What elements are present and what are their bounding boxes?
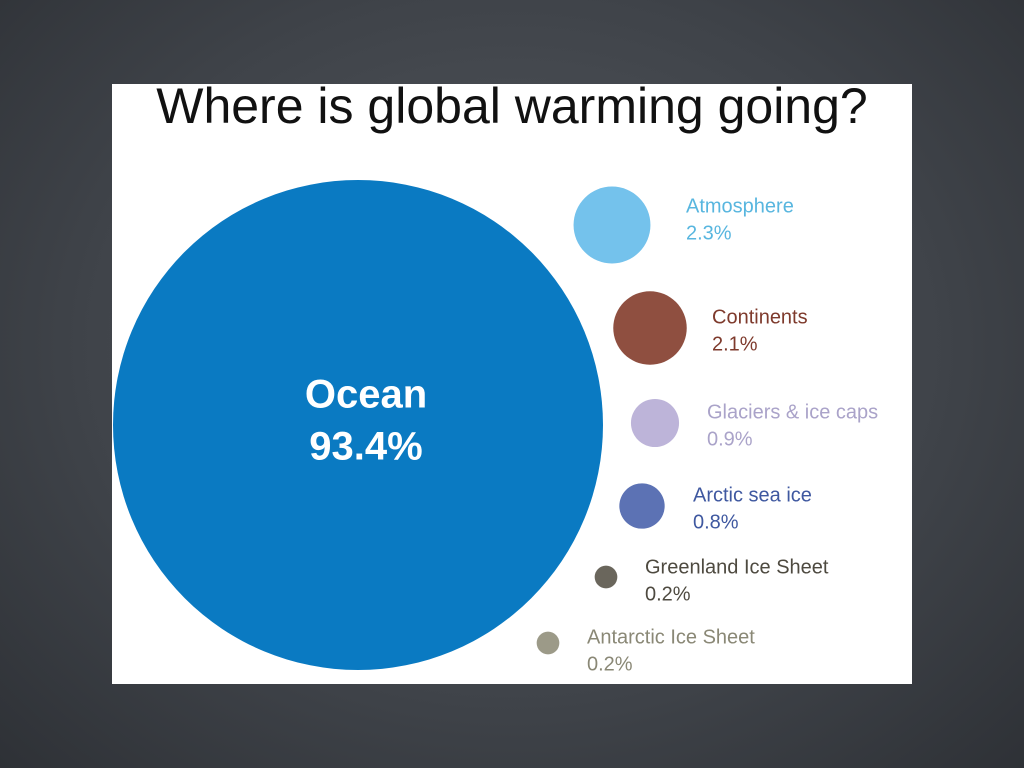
bubble (573, 186, 651, 264)
bubble (630, 398, 680, 448)
value-label: 0.9% (707, 428, 753, 450)
chart-title: Where is global warming going? (156, 78, 867, 134)
value-label: 0.2% (587, 653, 633, 675)
bubble-label: Antarctic Ice Sheet (587, 626, 755, 648)
value-label: 2.3% (686, 222, 732, 244)
value-label: 93.4% (309, 425, 422, 469)
bubble-label: Glaciers & ice caps (707, 401, 878, 423)
value-label: 0.2% (645, 583, 691, 605)
value-label: 2.1% (712, 333, 758, 355)
bubble-label: Atmosphere (686, 195, 794, 217)
bubble (536, 631, 560, 655)
bubble-label: Continents (712, 306, 808, 328)
bubble-label: Ocean (305, 373, 427, 417)
bubble (113, 180, 603, 670)
bubble-label: Arctic sea ice (693, 484, 812, 506)
bubble (613, 291, 687, 365)
bubble (594, 565, 618, 589)
bubble (619, 483, 665, 529)
bubble-label: Greenland Ice Sheet (645, 556, 829, 578)
plot-area: Ocean 93.4% Atmosphere 2.3% Continents 2.1% Gl… (113, 180, 878, 675)
value-label: 0.8% (693, 511, 739, 533)
